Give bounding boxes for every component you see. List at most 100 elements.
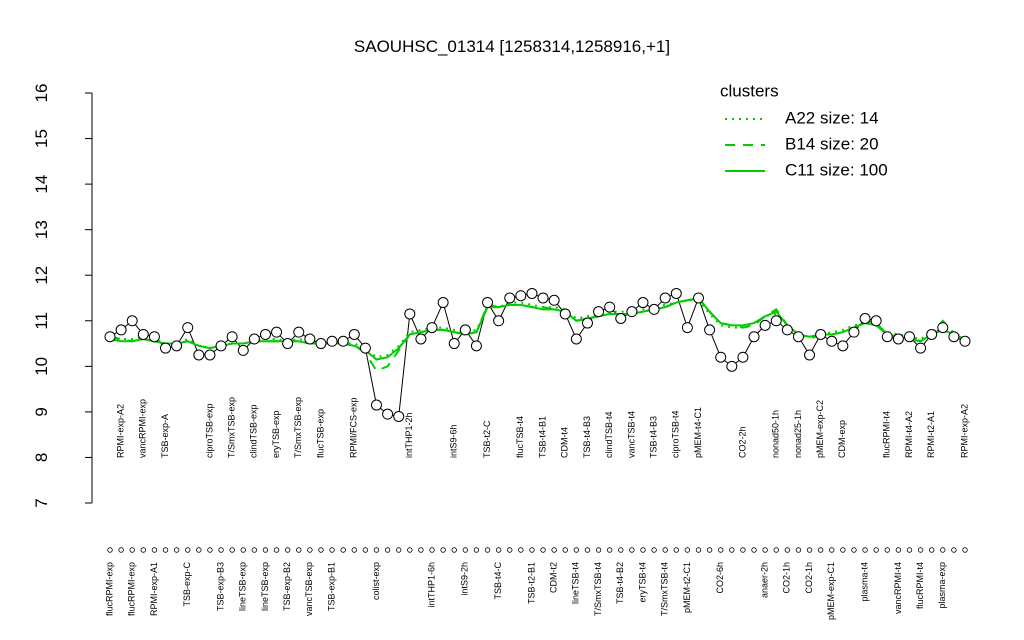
rug-point bbox=[173, 547, 180, 553]
data-point bbox=[415, 333, 427, 345]
data-point bbox=[604, 301, 616, 313]
x-tick-label: RPMI-exp-A2 bbox=[115, 404, 125, 458]
x-tick-label: CDM-exp bbox=[837, 420, 847, 458]
rug-point bbox=[462, 547, 469, 553]
x-tick-label: RPMI-exp-A2 bbox=[959, 404, 969, 458]
x-tick-label: anaer-2h bbox=[760, 562, 770, 598]
data-point bbox=[115, 324, 127, 336]
x-tick-label: RPMI-t4-A2 bbox=[904, 411, 914, 458]
data-point bbox=[937, 322, 949, 334]
rug-point bbox=[351, 547, 357, 553]
rug-point bbox=[751, 547, 757, 553]
y-tick-label: 14 bbox=[32, 175, 51, 194]
rug-point bbox=[606, 547, 613, 553]
rug-point bbox=[862, 547, 868, 553]
x-tick-label: flucRPMI-exp bbox=[127, 562, 137, 616]
rug-point bbox=[795, 547, 802, 553]
rug-point bbox=[895, 547, 902, 553]
rug-point bbox=[451, 547, 457, 553]
rug-point bbox=[307, 547, 313, 553]
x-tick-label: TSB-t4-B1 bbox=[537, 416, 547, 458]
data-point bbox=[792, 331, 804, 343]
rug-point bbox=[629, 547, 635, 553]
x-tick-label: pMEM-exp-C1 bbox=[826, 562, 836, 620]
x-tick-label: lineTSB-t4 bbox=[571, 562, 581, 604]
rug-point bbox=[218, 547, 224, 553]
data-point bbox=[648, 303, 660, 315]
rug-point bbox=[873, 547, 879, 553]
rug-point bbox=[407, 547, 413, 553]
rug-point bbox=[396, 547, 402, 553]
rug-point bbox=[185, 547, 191, 553]
data-point bbox=[515, 290, 527, 302]
x-tick-label: TSB-exp-B1 bbox=[326, 562, 336, 611]
rug-point bbox=[651, 547, 657, 553]
data-point bbox=[804, 349, 816, 361]
x-tick-label: RPMI-t2-A1 bbox=[926, 411, 936, 458]
data-point bbox=[370, 399, 382, 411]
data-point bbox=[382, 408, 394, 420]
rug-point bbox=[473, 547, 480, 553]
data-point bbox=[104, 331, 116, 343]
data-point bbox=[670, 287, 682, 299]
x-tick-label: TSB-t2-B1 bbox=[526, 562, 536, 604]
data-point bbox=[448, 338, 460, 350]
data-line bbox=[109, 292, 966, 418]
legend-label: B14 size: 20 bbox=[785, 134, 879, 153]
rug-point bbox=[829, 547, 835, 553]
data-point bbox=[404, 308, 416, 320]
data-point bbox=[259, 328, 271, 340]
data-point bbox=[271, 326, 283, 338]
x-tick-label: eryTSB-exp bbox=[271, 410, 281, 458]
x-tick-label: TSB-exp-C bbox=[182, 562, 192, 607]
data-point bbox=[482, 297, 494, 309]
x-tick-label: vancTSB-t4 bbox=[626, 411, 636, 458]
x-tick-label: intS9-2h bbox=[460, 562, 470, 596]
data-point bbox=[559, 308, 571, 320]
rug-point bbox=[251, 547, 258, 553]
data-point bbox=[293, 326, 305, 338]
data-point bbox=[704, 324, 716, 336]
data-point bbox=[548, 294, 560, 306]
rug-point bbox=[507, 547, 513, 553]
rug-point bbox=[562, 547, 568, 553]
x-tick-label: nonad25-1h bbox=[793, 410, 803, 458]
data-point bbox=[226, 331, 238, 343]
data-point bbox=[148, 331, 160, 343]
x-tick-label: intTHP1-6h bbox=[426, 562, 436, 608]
rug-point bbox=[284, 547, 291, 553]
rug-point bbox=[729, 547, 735, 553]
x-tick-label: CDM-t2 bbox=[549, 562, 559, 593]
x-tick-label: TSB-exp-A bbox=[160, 414, 170, 458]
data-point bbox=[748, 331, 760, 343]
rug-point bbox=[618, 547, 624, 553]
x-tick-label: flucTSB-exp bbox=[315, 409, 325, 458]
rug-point bbox=[784, 547, 791, 553]
data-point bbox=[681, 322, 693, 334]
data-point bbox=[892, 333, 904, 345]
x-tick-label: TSB-exp-B2 bbox=[282, 562, 292, 611]
rug-point bbox=[884, 547, 890, 553]
rug-point bbox=[573, 547, 580, 553]
data-point bbox=[959, 335, 971, 347]
data-point bbox=[248, 333, 260, 345]
rug-point bbox=[673, 547, 679, 553]
data-point bbox=[770, 315, 782, 327]
data-point bbox=[915, 342, 927, 354]
data-point bbox=[848, 326, 860, 338]
data-point bbox=[870, 315, 882, 327]
data-point bbox=[348, 328, 360, 340]
x-tick-label: TSB-t4-B3 bbox=[648, 416, 658, 458]
rug-point bbox=[518, 547, 524, 553]
rug-point bbox=[107, 547, 113, 553]
rug-point bbox=[340, 547, 346, 553]
data-point bbox=[215, 340, 227, 352]
rug-point bbox=[384, 547, 391, 553]
legend-title: clusters bbox=[720, 81, 779, 100]
rug-point bbox=[773, 547, 779, 553]
rug-point bbox=[296, 547, 302, 553]
data-point bbox=[326, 335, 338, 347]
rug-point bbox=[118, 547, 124, 553]
x-tick-label: CO2-2h bbox=[737, 426, 747, 458]
x-tick-label: ciproTSB-exp bbox=[204, 403, 214, 458]
